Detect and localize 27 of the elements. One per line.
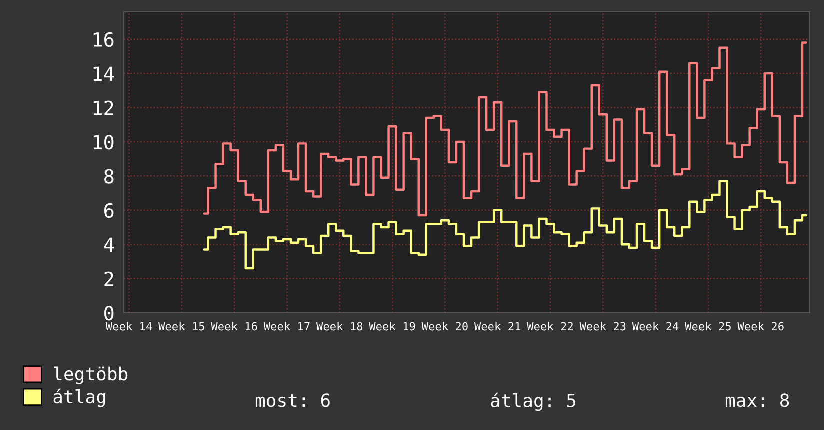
x-tick-label: Week 16 — [211, 322, 258, 331]
x-tick-label: Week 21 — [474, 322, 520, 331]
legend-label: átlag — [54, 388, 106, 408]
legend-label: legtöbb — [54, 366, 128, 384]
y-tick-label: 6 — [104, 203, 114, 218]
x-tick-label: Week 23 — [580, 322, 626, 331]
x-tick-label: Week 20 — [422, 322, 468, 331]
x-tick-label: Week 26 — [738, 322, 784, 331]
x-tick-label: Week 15 — [158, 322, 204, 331]
x-tick-label: Week 19 — [369, 322, 416, 331]
x-tick-label: Week 14 — [106, 322, 152, 331]
y-tick-label: 8 — [104, 169, 114, 184]
x-tick-label: Week 25 — [685, 322, 731, 331]
x-tick-label: Week 18 — [316, 322, 363, 331]
y-tick-label: 16 — [94, 32, 114, 48]
text: átlag: 5 — [491, 392, 576, 412]
text: max: 8 — [726, 394, 790, 408]
y-tick-label: 10 — [94, 134, 114, 150]
y-tick-label: 2 — [104, 272, 114, 286]
y-tick-label: 0 — [104, 306, 114, 321]
y-tick-label: 12 — [94, 100, 114, 116]
x-tick-label: Week 17 — [264, 322, 310, 331]
x-tick-label: Week 24 — [632, 322, 679, 331]
x-tick-label: Week 22 — [527, 322, 573, 331]
y-tick-label: 4 — [104, 238, 114, 252]
text: most: 6 — [256, 394, 330, 408]
y-tick-label: 14 — [94, 66, 114, 82]
